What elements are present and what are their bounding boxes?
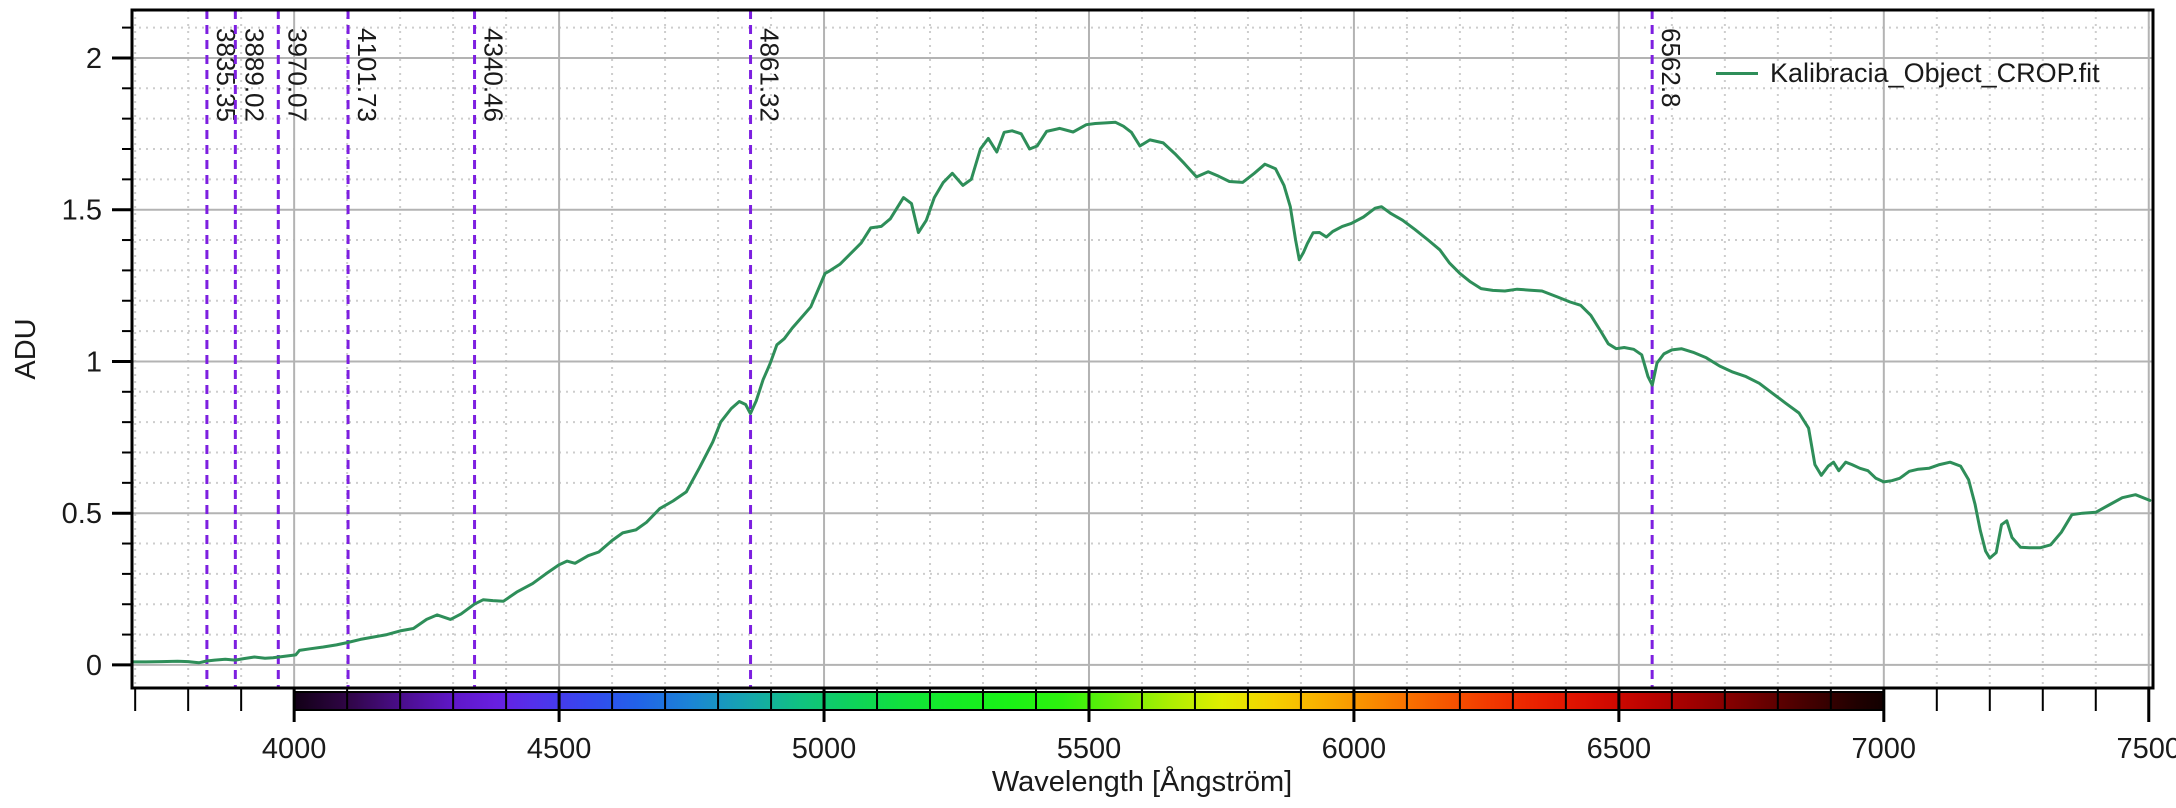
x-tick-label: 4000	[262, 733, 327, 765]
spectral-line-label: 3889.02	[239, 28, 269, 122]
y-tick-label: 1	[86, 346, 102, 378]
legend: Kalibracia_Object_CROP.fit	[1716, 58, 2100, 88]
x-tick-label: 4500	[527, 733, 592, 765]
y-tick-label: 0.5	[62, 498, 102, 530]
x-axis-label: Wavelength [Ångström]	[991, 766, 1293, 798]
y-tick-label: 1.5	[62, 195, 102, 227]
plot-border	[130, 8, 2155, 690]
spectral-line-label: 4861.32	[755, 28, 785, 122]
y-tick-label: 2	[86, 43, 102, 75]
x-tick-label: 7500	[2117, 733, 2176, 765]
x-tick-label: 7000	[1852, 733, 1917, 765]
x-tick-label: 6000	[1322, 733, 1387, 765]
y-tick-label: 0	[86, 650, 102, 682]
x-tick-label: 5000	[792, 733, 857, 765]
spectral-line-label: 4101.73	[352, 28, 382, 122]
y-axis-label: ADU	[10, 318, 42, 380]
spectral-line-label: 6562.8	[1656, 28, 1686, 108]
spectrum-curve	[130, 120, 2152, 665]
x-tick-label: 5500	[1057, 733, 1122, 765]
spectral-line-label: 3970.07	[282, 28, 312, 122]
spectral-line-label: 4340.46	[479, 28, 509, 122]
legend-series-label: Kalibracia_Object_CROP.fit	[1770, 57, 2100, 88]
x-tick-label: 6500	[1587, 733, 1652, 765]
legend-line-swatch	[1716, 71, 1758, 75]
